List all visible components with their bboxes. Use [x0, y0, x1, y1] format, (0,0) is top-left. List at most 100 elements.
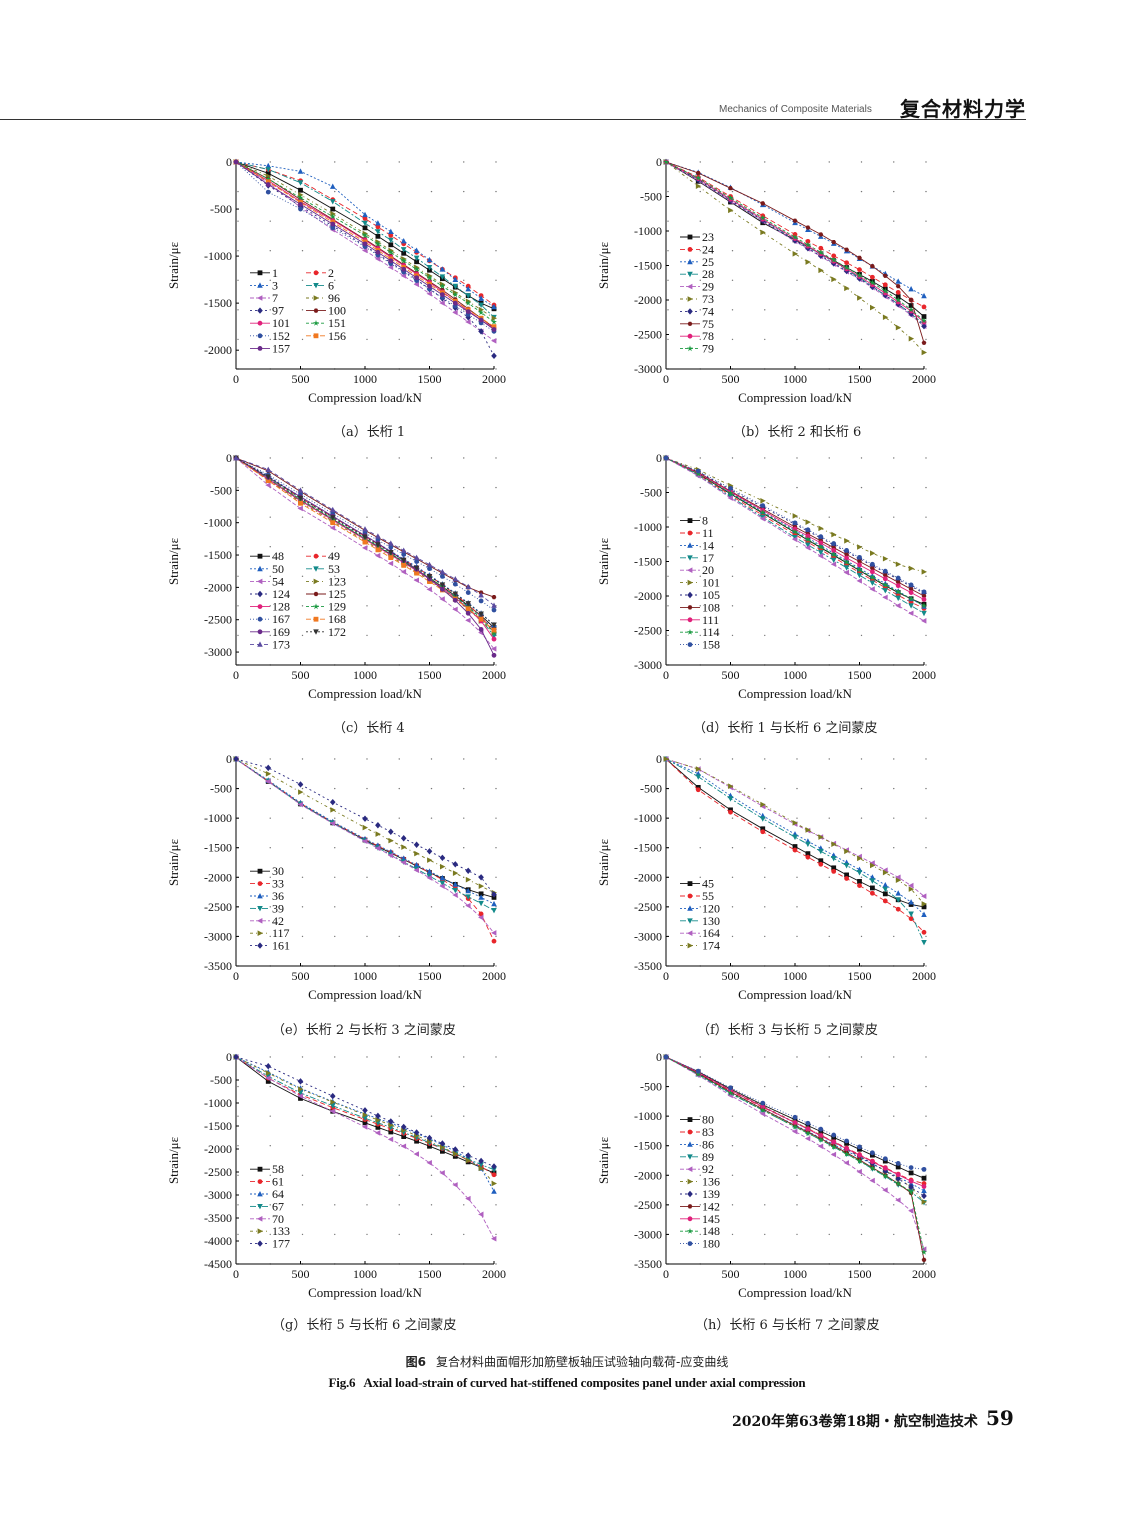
data-point	[760, 503, 766, 509]
legend-label: 139	[702, 1187, 720, 1201]
data-point	[439, 854, 446, 861]
data-point	[921, 1199, 927, 1205]
data-point	[857, 879, 862, 884]
x-axis-label: Compression load/kN	[308, 390, 422, 405]
legend-label: 45	[702, 877, 714, 891]
data-point	[908, 335, 915, 342]
data-point	[452, 887, 459, 894]
legend-label: 148	[702, 1224, 720, 1238]
data-point	[401, 551, 407, 557]
data-point	[695, 787, 701, 793]
data-point	[831, 865, 837, 871]
data-point	[857, 267, 862, 273]
y-tick-label: -3000	[634, 929, 662, 943]
data-point	[792, 218, 798, 223]
data-point	[265, 189, 271, 195]
x-tick-label: 1500	[418, 668, 442, 682]
x-tick-label: 1500	[418, 969, 442, 983]
data-point	[329, 213, 336, 220]
data-point	[895, 575, 901, 581]
data-point	[908, 916, 914, 922]
data-point	[830, 256, 837, 263]
data-point	[388, 237, 394, 244]
data-point	[728, 186, 733, 191]
data-point	[857, 255, 862, 260]
series-6	[233, 159, 497, 321]
data-point	[792, 234, 798, 240]
caption-b: （b）长桁 2 和长桁 6	[733, 425, 862, 440]
legend-marker	[313, 629, 319, 635]
data-point	[818, 267, 824, 274]
data-point	[375, 831, 381, 837]
data-point	[439, 596, 445, 602]
data-point	[374, 845, 381, 852]
data-point	[728, 783, 734, 790]
data-point	[414, 275, 419, 281]
data-point	[895, 595, 901, 602]
data-point	[452, 300, 458, 306]
data-point	[804, 544, 811, 551]
data-point	[400, 547, 407, 553]
data-point	[387, 1136, 394, 1143]
data-point	[452, 881, 459, 887]
series-line	[235, 457, 495, 634]
data-point	[760, 1100, 766, 1106]
data-point	[478, 1162, 484, 1168]
data-point	[921, 893, 927, 900]
data-point	[298, 192, 304, 198]
data-point	[265, 1075, 271, 1081]
data-point	[330, 221, 336, 227]
data-point	[818, 858, 824, 864]
data-point	[804, 1135, 811, 1142]
data-point	[817, 543, 824, 550]
data-point	[233, 455, 239, 461]
x-tick-label: 0	[233, 668, 239, 682]
data-point	[818, 861, 824, 867]
data-point	[478, 616, 484, 622]
data-point	[297, 1078, 304, 1085]
data-point	[478, 611, 484, 617]
series-line	[235, 161, 495, 318]
data-point	[844, 538, 850, 544]
data-point	[870, 561, 875, 567]
data-point	[465, 286, 471, 292]
y-tick-label: 0	[226, 1050, 232, 1064]
data-point	[491, 627, 497, 633]
data-point	[695, 1071, 702, 1077]
legend-marker	[687, 905, 693, 911]
data-point	[856, 578, 862, 584]
data-point	[882, 1172, 889, 1179]
data-point	[478, 1165, 485, 1172]
data-point	[465, 319, 471, 325]
x-tick-label: 1000	[783, 372, 807, 386]
legend-label: 80	[702, 1113, 714, 1127]
data-point	[818, 540, 824, 546]
data-point	[857, 562, 862, 568]
data-point	[882, 886, 889, 893]
data-point	[375, 822, 381, 829]
x-tick-label: 2000	[482, 372, 506, 386]
data-point	[844, 872, 849, 878]
data-point	[882, 568, 888, 574]
data-point	[413, 867, 419, 873]
data-point	[491, 930, 497, 936]
data-point	[297, 1093, 303, 1099]
x-tick-label: 0	[233, 1267, 239, 1281]
data-point	[491, 315, 497, 321]
y-tick-label: -2000	[634, 1168, 662, 1182]
y-axis-label: Strain/με	[166, 838, 181, 886]
legend-label: 24	[702, 242, 714, 256]
caption-g: （g）长桁 5 与长桁 6 之间蒙皮	[272, 1318, 457, 1333]
y-tick-label: -4500	[204, 1257, 232, 1271]
x-tick-label: 1000	[353, 372, 377, 386]
data-point	[908, 587, 914, 592]
data-point	[728, 485, 733, 491]
legend-marker	[257, 893, 263, 899]
y-tick-label: -4000	[204, 1234, 232, 1248]
data-point	[759, 1107, 766, 1113]
series-line	[235, 1056, 495, 1239]
y-tick-label: 0	[226, 155, 232, 169]
series-157	[233, 159, 497, 332]
data-point	[792, 847, 798, 853]
data-point	[792, 520, 798, 526]
